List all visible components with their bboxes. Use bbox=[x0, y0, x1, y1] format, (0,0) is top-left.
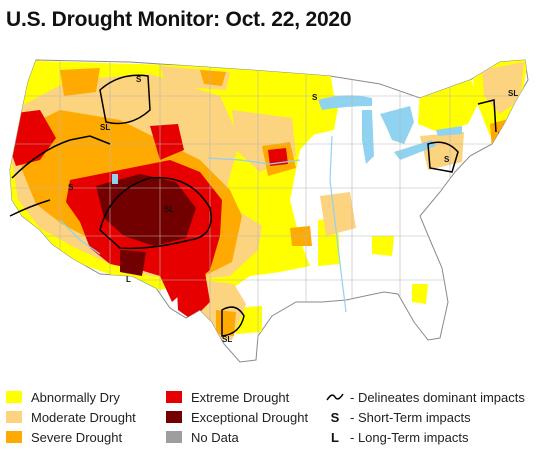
legend-key-label: - Short-Term impacts bbox=[350, 409, 471, 425]
legend-item-exceptional-drought: Exceptional Drought bbox=[166, 407, 308, 427]
legend-swatch bbox=[166, 411, 182, 423]
legend-label: No Data bbox=[191, 429, 239, 445]
impact-label: SL bbox=[222, 335, 232, 344]
rivers bbox=[59, 135, 347, 313]
impact-line-icon bbox=[324, 392, 346, 402]
legend-item-moderate-drought: Moderate Drought bbox=[6, 407, 136, 427]
impact-lines bbox=[9, 74, 497, 337]
impact-labels: S SL SL S S SL S L SL bbox=[68, 75, 518, 344]
legend-swatch bbox=[6, 431, 22, 443]
legend-column-1: Abnormally Dry Moderate Drought Severe D… bbox=[6, 387, 136, 447]
impact-label: S bbox=[136, 75, 142, 84]
legend-item-extreme-drought: Extreme Drought bbox=[166, 387, 308, 407]
impact-label: S bbox=[312, 93, 318, 102]
us-map-svg: S SL SL S S SL S L SL bbox=[9, 59, 529, 363]
legend-key-symbol: L bbox=[331, 429, 339, 445]
legend-key-long-term: L - Long-Term impacts bbox=[324, 427, 525, 447]
legend-key-impact-line: - Delineates dominant impacts bbox=[324, 387, 525, 407]
legend-column-3: - Delineates dominant impacts S - Short-… bbox=[324, 387, 525, 447]
great-lakes bbox=[112, 95, 462, 184]
legend-label: Severe Drought bbox=[31, 429, 123, 445]
legend-key-short-term: S - Short-Term impacts bbox=[324, 407, 525, 427]
drought-map: S SL SL S S SL S L SL bbox=[0, 40, 540, 380]
legend-key-label: - Delineates dominant impacts bbox=[350, 389, 525, 405]
legend-swatch bbox=[166, 391, 182, 403]
legend-label: Exceptional Drought bbox=[191, 409, 309, 425]
legend-swatch bbox=[166, 431, 182, 443]
impact-label: SL bbox=[508, 89, 518, 98]
impact-label: SL bbox=[100, 123, 110, 132]
legend-label: Extreme Drought bbox=[191, 389, 290, 405]
legend-key-symbol: S bbox=[330, 409, 340, 425]
legend-item-no-data: No Data bbox=[166, 427, 308, 447]
legend-label: Abnormally Dry bbox=[31, 389, 120, 405]
impact-label: SL bbox=[164, 205, 174, 214]
legend-label: Moderate Drought bbox=[31, 409, 136, 425]
impact-label: S bbox=[68, 183, 74, 192]
map-title: U.S. Drought Monitor: Oct. 22, 2020 bbox=[6, 8, 352, 31]
legend-item-severe-drought: Severe Drought bbox=[6, 427, 136, 447]
legend-column-2: Extreme Drought Exceptional Drought No D… bbox=[166, 387, 308, 447]
legend-swatch bbox=[6, 391, 22, 403]
legend-key-label: - Long-Term impacts bbox=[350, 429, 469, 445]
exceptional-drought-areas bbox=[96, 174, 196, 276]
legend: Abnormally Dry Moderate Drought Severe D… bbox=[6, 387, 534, 447]
legend-swatch bbox=[6, 411, 22, 423]
legend-item-abnormally-dry: Abnormally Dry bbox=[6, 387, 136, 407]
impact-label: S bbox=[444, 155, 450, 164]
impact-label: L bbox=[126, 275, 131, 284]
